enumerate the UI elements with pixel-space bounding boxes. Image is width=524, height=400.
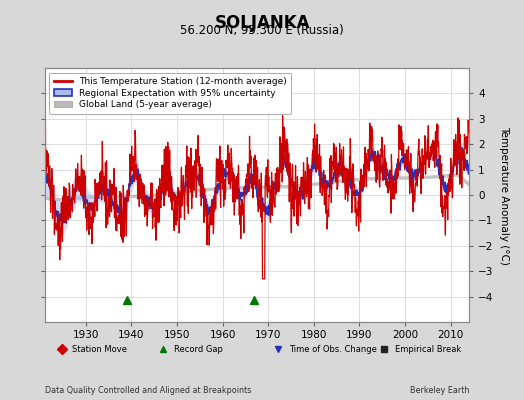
Text: Station Move: Station Move	[72, 344, 127, 354]
Legend: This Temperature Station (12-month average), Regional Expectation with 95% uncer: This Temperature Station (12-month avera…	[49, 72, 291, 114]
Text: Time of Obs. Change: Time of Obs. Change	[289, 344, 376, 354]
Text: SOLJANKA: SOLJANKA	[214, 14, 310, 32]
Y-axis label: Temperature Anomaly (°C): Temperature Anomaly (°C)	[499, 126, 509, 264]
Text: Data Quality Controlled and Aligned at Breakpoints: Data Quality Controlled and Aligned at B…	[45, 386, 251, 395]
Text: Record Gap: Record Gap	[174, 344, 223, 354]
Text: Empirical Break: Empirical Break	[395, 344, 461, 354]
Text: Berkeley Earth: Berkeley Earth	[410, 386, 469, 395]
Text: 56.200 N, 95.300 E (Russia): 56.200 N, 95.300 E (Russia)	[180, 24, 344, 37]
